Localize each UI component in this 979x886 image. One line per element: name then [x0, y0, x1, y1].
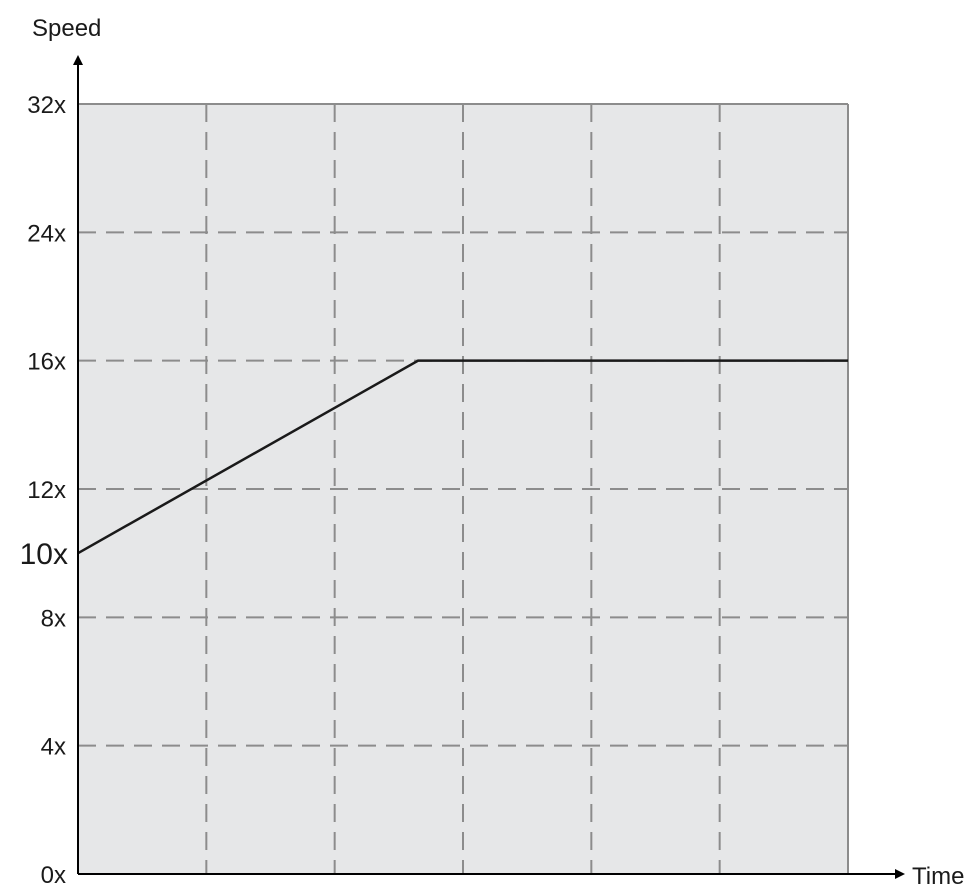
y-tick-label: 0x — [41, 862, 66, 886]
y-tick-labels: 0x 4x 8x 10x 12x 16x 24x 32x — [20, 92, 68, 886]
y-tick-label: 8x — [41, 605, 66, 632]
y-tick-label: 12x — [27, 477, 66, 504]
y-tick-label: 10x — [20, 538, 68, 571]
y-tick-label: 4x — [41, 734, 66, 761]
y-tick-label: 32x — [27, 92, 66, 119]
y-axis-title: Speed — [32, 15, 101, 42]
x-axis-title: Time — [912, 863, 964, 886]
y-tick-label: 24x — [27, 220, 66, 247]
y-tick-label: 16x — [27, 349, 66, 376]
